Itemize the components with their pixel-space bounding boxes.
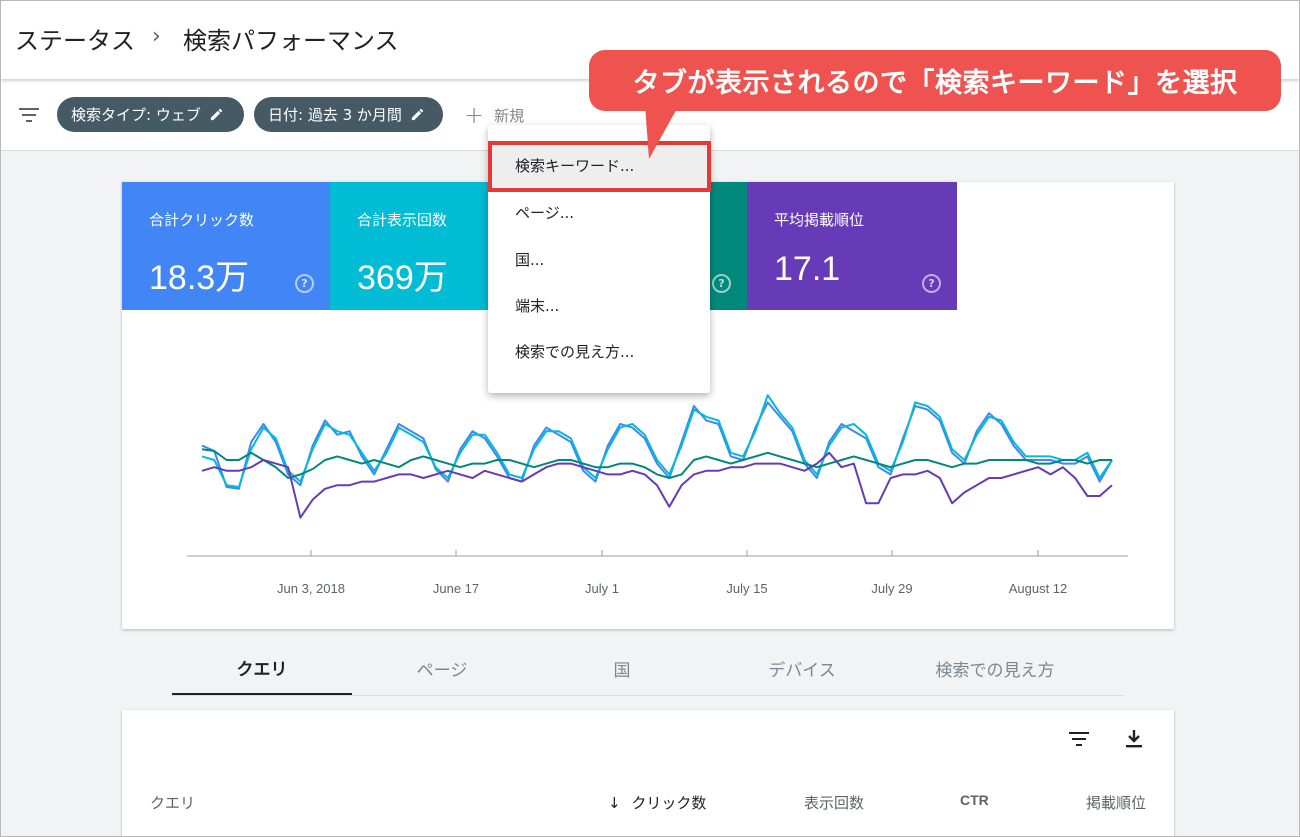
plus-icon: +	[464, 101, 485, 129]
tab-device[interactable]: デバイス	[768, 660, 836, 681]
menu-item-search-appearance[interactable]: 検索での見え方...	[515, 342, 635, 361]
metric-label: 合計クリック数	[149, 211, 255, 229]
edit-pencil-icon[interactable]	[410, 107, 425, 122]
filter-rows-icon[interactable]	[1068, 728, 1090, 750]
column-header-clicks[interactable]: ↓ クリック数	[608, 792, 706, 813]
filter-chip-label: 日付: 過去 3 か月間	[268, 106, 402, 124]
chart-series-line-0[interactable]	[201, 401, 1113, 490]
callout-pointer-icon	[645, 105, 679, 159]
x-tick-label: Jun 3, 2018	[277, 581, 345, 596]
sort-arrow-icon: ↓	[608, 794, 621, 812]
help-icon[interactable]: ?	[922, 274, 941, 293]
x-tick-label: June 17	[433, 581, 479, 596]
x-tick-label: July 15	[726, 581, 767, 596]
help-icon[interactable]: ?	[295, 274, 314, 293]
column-header-clicks-label: クリック数	[631, 794, 707, 812]
tab-search-appearance[interactable]: 検索での見え方	[935, 660, 1055, 681]
dimension-tabs: クエリ ページ 国 デバイス 検索での見え方	[172, 641, 1124, 696]
tab-page[interactable]: ページ	[416, 660, 468, 681]
add-filter-button[interactable]: + 新規	[464, 101, 524, 129]
add-filter-label: 新規	[494, 106, 525, 125]
metric-label: 合計表示回数	[357, 211, 448, 229]
metric-total-clicks[interactable]: 合計クリック数 18.3万 ?	[122, 182, 330, 310]
chart-series-line-2[interactable]	[201, 448, 1112, 479]
metric-value: 369万	[357, 259, 448, 297]
breadcrumb-separator-icon: ›	[152, 24, 161, 49]
query-table-card: クエリ ↓ クリック数 表示回数 CTR 掲載順位	[122, 710, 1174, 836]
page-title: 検索パフォーマンス	[183, 27, 399, 55]
performance-line-chart[interactable]: Jun 3, 2018 June 17 July 1 July 15 July 29 Au…	[122, 310, 1174, 629]
filter-chip-search-type[interactable]: 検索タイプ: ウェブ	[57, 97, 244, 132]
x-tick-label: July 29	[871, 581, 912, 596]
chart-series-line-1[interactable]	[201, 394, 1113, 488]
menu-item-page[interactable]: ページ...	[515, 203, 575, 222]
filter-list-icon[interactable]	[19, 107, 39, 123]
edit-pencil-icon[interactable]	[209, 107, 224, 122]
metric-value: 17.1	[774, 250, 841, 288]
metric-average-position[interactable]: 平均掲載順位 17.1 ?	[747, 182, 957, 310]
metric-label: 平均掲載順位	[774, 211, 865, 229]
instruction-callout: タブが表示されるので「検索キーワード」を選択	[589, 50, 1281, 111]
column-header-position[interactable]: 掲載順位	[1086, 794, 1147, 812]
x-tick-label: August 12	[1009, 581, 1068, 596]
column-header-ctr[interactable]: CTR	[960, 792, 989, 808]
download-icon[interactable]	[1123, 728, 1145, 750]
add-filter-menu: 検索キーワード... ページ... 国... 端末... 検索での見え方...	[488, 125, 710, 393]
metric-value: 18.3万	[149, 259, 250, 297]
column-header-query[interactable]: クエリ	[150, 794, 196, 812]
menu-item-device[interactable]: 端末...	[515, 296, 560, 315]
tab-country[interactable]: 国	[613, 660, 631, 681]
filter-chip-label: 検索タイプ: ウェブ	[71, 106, 201, 124]
menu-item-query[interactable]: 検索キーワード...	[488, 142, 710, 188]
breadcrumb-status-link[interactable]: ステータス	[15, 27, 135, 55]
x-tick-label: July 1	[585, 581, 619, 596]
chart-series-line-3[interactable]	[201, 451, 1113, 519]
column-header-impressions[interactable]: 表示回数	[804, 794, 865, 812]
tab-query[interactable]: クエリ	[172, 641, 352, 695]
menu-item-country[interactable]: 国...	[515, 250, 545, 269]
filter-chip-date[interactable]: 日付: 過去 3 か月間	[254, 97, 443, 132]
help-icon[interactable]: ?	[712, 274, 731, 293]
